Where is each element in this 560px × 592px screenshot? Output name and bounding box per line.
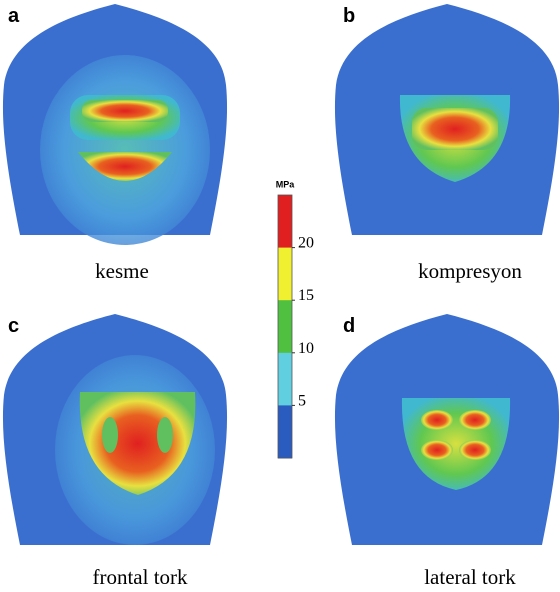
stress-region (459, 410, 491, 430)
figure: a kesme b kompresyon c frontal tork d la… (0, 0, 560, 592)
panel-letter: a (8, 5, 20, 27)
colorbar-tick-label: 20 (298, 235, 314, 252)
panel-letter: b (343, 5, 355, 27)
stress-region (459, 440, 491, 460)
stress-region (421, 410, 453, 430)
stress-region (157, 417, 173, 453)
panel-caption: kesme (95, 259, 149, 283)
colorbar-unit: MPa (276, 179, 296, 189)
stress-region (102, 417, 118, 453)
stress-region (412, 108, 498, 150)
panel-caption: frontal tork (92, 565, 188, 589)
colorbar-tick-label: 5 (298, 392, 306, 409)
colorbar-band (278, 248, 292, 301)
panel-letter: c (8, 315, 19, 337)
panel-c: c frontal tork (3, 314, 227, 589)
panel-a: a kesme (3, 4, 227, 283)
colorbar-band (278, 195, 292, 248)
colorbar-band (278, 353, 292, 406)
colorbar: MPa 20 15 10 5 (276, 179, 314, 458)
panel-caption: kompresyon (418, 259, 522, 283)
colorbar-tick-label: 10 (298, 340, 314, 357)
colorbar-band (278, 405, 292, 458)
stress-halo (40, 55, 210, 245)
panel-d: d lateral tork (335, 314, 559, 589)
colorbar-band (278, 300, 292, 353)
stress-region (82, 100, 168, 122)
panel-caption: lateral tork (424, 565, 516, 589)
colorbar-tick-label: 15 (298, 287, 314, 304)
stress-region (421, 440, 453, 460)
panel-letter: d (343, 315, 355, 337)
panel-b: b kompresyon (335, 4, 559, 283)
